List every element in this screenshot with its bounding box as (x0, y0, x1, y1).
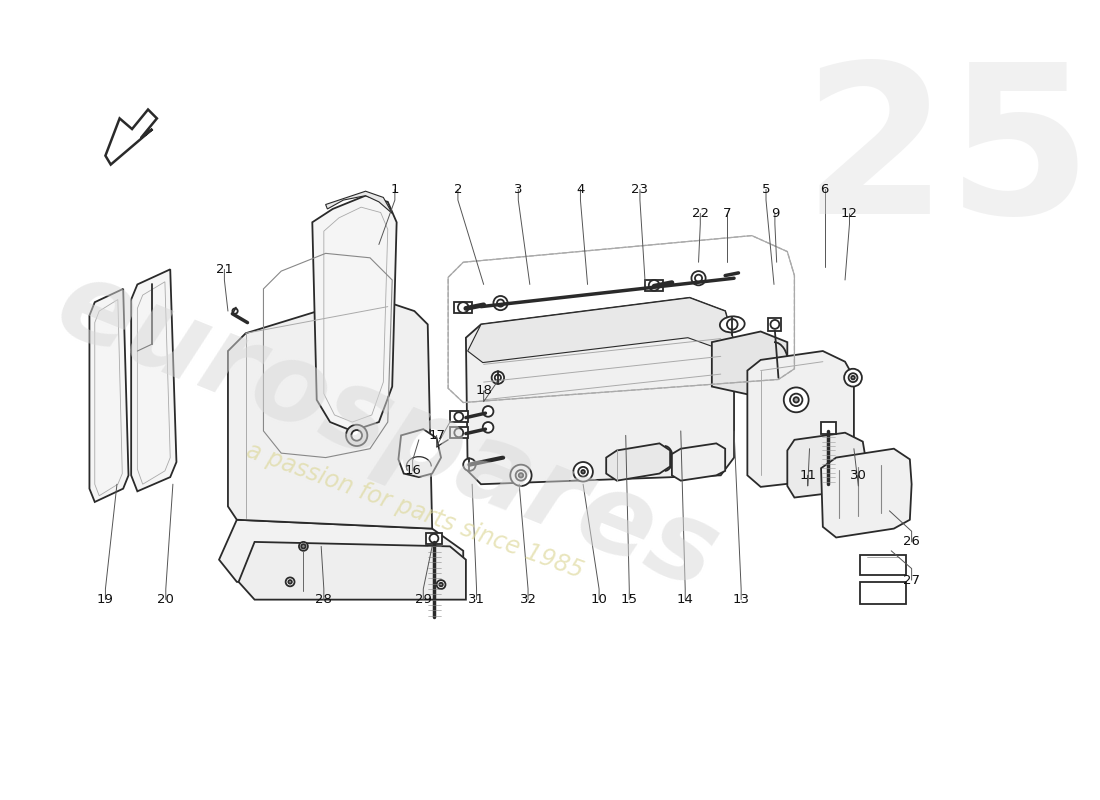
Bar (646, 280, 663, 290)
Polygon shape (788, 433, 866, 498)
Text: 28: 28 (316, 593, 332, 606)
Text: 19: 19 (97, 593, 114, 606)
Circle shape (790, 394, 802, 406)
Polygon shape (672, 443, 725, 481)
Circle shape (454, 412, 463, 421)
Bar (426, 533, 442, 544)
Text: 15: 15 (620, 593, 638, 606)
Circle shape (695, 274, 702, 282)
Polygon shape (398, 429, 441, 477)
Polygon shape (606, 443, 670, 481)
Circle shape (784, 387, 808, 412)
Circle shape (692, 271, 705, 286)
Polygon shape (468, 298, 734, 362)
Circle shape (851, 376, 855, 379)
Circle shape (492, 371, 504, 384)
Text: 7: 7 (723, 207, 732, 220)
Polygon shape (131, 270, 176, 491)
Text: 2: 2 (453, 183, 462, 196)
Text: 6: 6 (821, 183, 828, 196)
Text: 9: 9 (771, 207, 779, 220)
Polygon shape (89, 289, 129, 502)
Circle shape (649, 280, 660, 290)
Circle shape (494, 296, 507, 310)
Text: 1: 1 (390, 183, 399, 196)
Circle shape (519, 473, 524, 478)
Circle shape (770, 320, 779, 329)
Text: 23: 23 (631, 183, 648, 196)
Text: 31: 31 (469, 593, 485, 606)
Circle shape (439, 582, 443, 586)
Text: 14: 14 (676, 593, 694, 606)
Circle shape (463, 458, 475, 471)
Circle shape (288, 580, 292, 584)
Text: 11: 11 (800, 469, 816, 482)
Circle shape (510, 465, 531, 486)
Bar (860, 555, 906, 574)
Circle shape (579, 467, 588, 477)
Text: 29: 29 (415, 593, 431, 606)
Circle shape (497, 299, 504, 306)
Polygon shape (821, 449, 912, 538)
Text: 17: 17 (428, 429, 446, 442)
Ellipse shape (719, 316, 745, 333)
Circle shape (301, 544, 306, 549)
Bar (860, 582, 906, 604)
Circle shape (483, 406, 494, 417)
Text: 5: 5 (762, 183, 770, 196)
Circle shape (429, 534, 439, 543)
Circle shape (454, 428, 463, 437)
Text: 22: 22 (692, 207, 708, 220)
Text: eurospares: eurospares (42, 250, 734, 612)
Circle shape (516, 470, 526, 481)
Circle shape (848, 374, 858, 382)
Circle shape (299, 542, 308, 551)
Text: 27: 27 (903, 574, 920, 586)
Text: 25: 25 (802, 54, 1092, 257)
Polygon shape (219, 520, 463, 582)
Bar (768, 318, 781, 330)
Text: 3: 3 (514, 183, 522, 196)
Circle shape (631, 463, 638, 470)
Text: 13: 13 (733, 593, 749, 606)
Text: 18: 18 (475, 385, 492, 398)
Circle shape (844, 369, 862, 386)
Text: 30: 30 (850, 469, 867, 482)
Text: 16: 16 (404, 464, 421, 478)
Bar (450, 411, 468, 422)
Polygon shape (106, 110, 157, 165)
Polygon shape (466, 298, 734, 484)
Text: 26: 26 (903, 535, 920, 549)
Bar (450, 427, 468, 438)
Text: 20: 20 (157, 593, 174, 606)
Circle shape (346, 425, 367, 446)
Circle shape (351, 430, 362, 441)
Circle shape (458, 302, 469, 313)
Polygon shape (239, 542, 466, 600)
Text: a passion for parts since 1985: a passion for parts since 1985 (243, 438, 586, 583)
Bar (821, 422, 836, 434)
Bar (454, 302, 472, 313)
Polygon shape (747, 351, 854, 487)
Circle shape (581, 470, 585, 474)
Circle shape (627, 459, 641, 474)
Circle shape (793, 397, 799, 402)
Circle shape (573, 462, 593, 482)
Polygon shape (228, 298, 432, 529)
Polygon shape (326, 191, 393, 214)
Circle shape (727, 319, 738, 330)
Polygon shape (312, 196, 397, 431)
Polygon shape (712, 331, 788, 397)
Text: 10: 10 (591, 593, 607, 606)
Circle shape (483, 422, 494, 433)
Circle shape (286, 578, 295, 586)
Text: 4: 4 (576, 183, 584, 196)
Text: 12: 12 (842, 207, 858, 220)
Circle shape (437, 580, 446, 589)
Circle shape (495, 374, 500, 381)
Text: 21: 21 (216, 263, 233, 276)
Text: 32: 32 (519, 593, 537, 606)
